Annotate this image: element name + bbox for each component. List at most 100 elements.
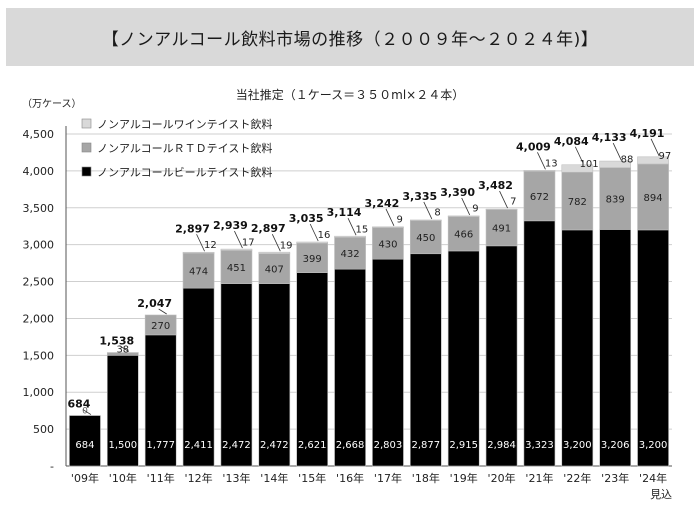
total-leader-line (461, 197, 471, 216)
data-label: 9 (472, 204, 478, 215)
bar-segment (447, 250, 480, 467)
total-label: 1,538 (99, 335, 134, 348)
bar-segment (409, 220, 442, 255)
data-label: 16 (318, 230, 331, 241)
y-tick-label: 4,000 (23, 165, 55, 178)
y-tick-label: 1,000 (23, 386, 55, 399)
bar-segment (106, 355, 139, 467)
total-leader-line (612, 142, 622, 161)
total-label: 2,047 (137, 297, 172, 310)
total-label: 4,009 (516, 140, 551, 153)
total-leader-line (347, 218, 357, 236)
bar-segment (372, 226, 404, 228)
x-tick-label: '15年 (298, 471, 326, 485)
x-tick-label: '18年 (412, 471, 440, 485)
total-label: 4,133 (592, 131, 627, 144)
bar-segment (599, 229, 632, 467)
total-leader-line (499, 190, 508, 209)
bar-segment (561, 171, 594, 231)
bar-segment (296, 241, 329, 244)
bar-segment (144, 314, 177, 336)
bar-segment (523, 169, 556, 172)
total-leader-line (158, 308, 167, 315)
legend-label: ノンアルコールワインテイスト飲料 (97, 117, 272, 131)
total-label: 3,390 (440, 186, 475, 199)
bar-segment (334, 235, 366, 238)
bar-segment (485, 208, 518, 210)
data-label: 12 (204, 240, 217, 251)
data-label: 17 (242, 237, 255, 248)
bar-segment (258, 251, 291, 254)
y-axis-label: （万ケース） (22, 98, 82, 110)
chart-subtitle: 当社推定（１ケース＝３５０ml×２４本） (236, 87, 464, 102)
bar-segment (599, 160, 632, 168)
data-label: 9 (397, 214, 403, 225)
x-tick-label: '10年 (109, 471, 137, 485)
data-label: 430 (378, 239, 397, 250)
data-label: 2,984 (487, 440, 516, 451)
bar-segment (485, 209, 518, 247)
x-tick-label: '13年 (222, 471, 250, 485)
x-tick-label: '09年 (71, 471, 99, 485)
data-label: 270 (151, 321, 170, 332)
data-label: 466 (454, 230, 473, 241)
bar-segment (372, 227, 404, 260)
y-tick-label: 3,000 (23, 239, 55, 252)
data-label: 672 (530, 192, 549, 203)
bar-segment (372, 258, 404, 467)
bar-segment (561, 229, 594, 467)
x-tick-label: '14年 (260, 471, 288, 485)
x-tick-label: '16年 (336, 471, 364, 485)
bar-segment (296, 272, 329, 467)
y-tick-label: 2,000 (23, 312, 55, 325)
data-label: 407 (265, 265, 284, 276)
x-axis-ticks: '09年 '10年 '11年 '12年 '13年 '14年 '15年 '16年 '17年 '18年… (71, 471, 672, 501)
bar-segment (182, 251, 215, 254)
x-tick-note: 見込 (650, 488, 672, 501)
legend-swatch (81, 166, 92, 177)
data-label: 38 (116, 344, 129, 355)
total-label: 3,242 (365, 197, 400, 210)
x-tick-label: '19年 (450, 471, 478, 485)
bar-segment (106, 352, 139, 356)
bar-segment (258, 283, 291, 467)
total-label: 3,035 (289, 212, 324, 225)
legend-label: ノンアルコールＲＴＤテイスト飲料 (97, 141, 272, 155)
data-label: 2,915 (449, 440, 478, 451)
data-label: 1,777 (146, 440, 175, 451)
data-label: 491 (492, 224, 511, 235)
data-label: 97 (658, 151, 671, 162)
data-label: 2,668 (336, 440, 365, 451)
bar-segment (447, 215, 480, 217)
x-tick-label: '20年 (488, 471, 516, 485)
y-tick-label: - (50, 460, 54, 473)
total-label: 4,084 (554, 135, 589, 148)
data-label: 7 (510, 197, 516, 208)
data-label: 2,472 (260, 440, 289, 451)
bar-segment (485, 245, 518, 467)
bar-segment (637, 156, 669, 165)
bar-segment (220, 283, 253, 467)
data-label: 684 (75, 440, 94, 451)
bar-segment (220, 250, 253, 284)
total-leader-line (537, 152, 546, 170)
total-label: 4,191 (630, 127, 665, 140)
data-label: 432 (341, 249, 360, 260)
x-tick-label: '24年 (639, 471, 667, 485)
y-tick-label: 3,500 (23, 202, 55, 215)
data-label: 15 (355, 224, 368, 235)
legend-swatch (81, 118, 92, 129)
x-tick-label: '22年 (563, 471, 591, 485)
bar-segment (182, 252, 215, 289)
total-label: 3,114 (327, 206, 362, 219)
total-label: 2,897 (251, 222, 286, 235)
total-leader-line (309, 223, 319, 242)
data-label: 1,500 (108, 440, 137, 451)
total-leader-line (82, 409, 92, 415)
bar-segment (561, 164, 594, 173)
total-label: 3,335 (402, 190, 437, 203)
y-axis-ticks: - 500 1,000 1,500 2,000 2,500 3,000 3,500 4,000 4… (23, 128, 55, 473)
total-leader-line (423, 201, 433, 220)
data-label: 451 (227, 263, 246, 274)
